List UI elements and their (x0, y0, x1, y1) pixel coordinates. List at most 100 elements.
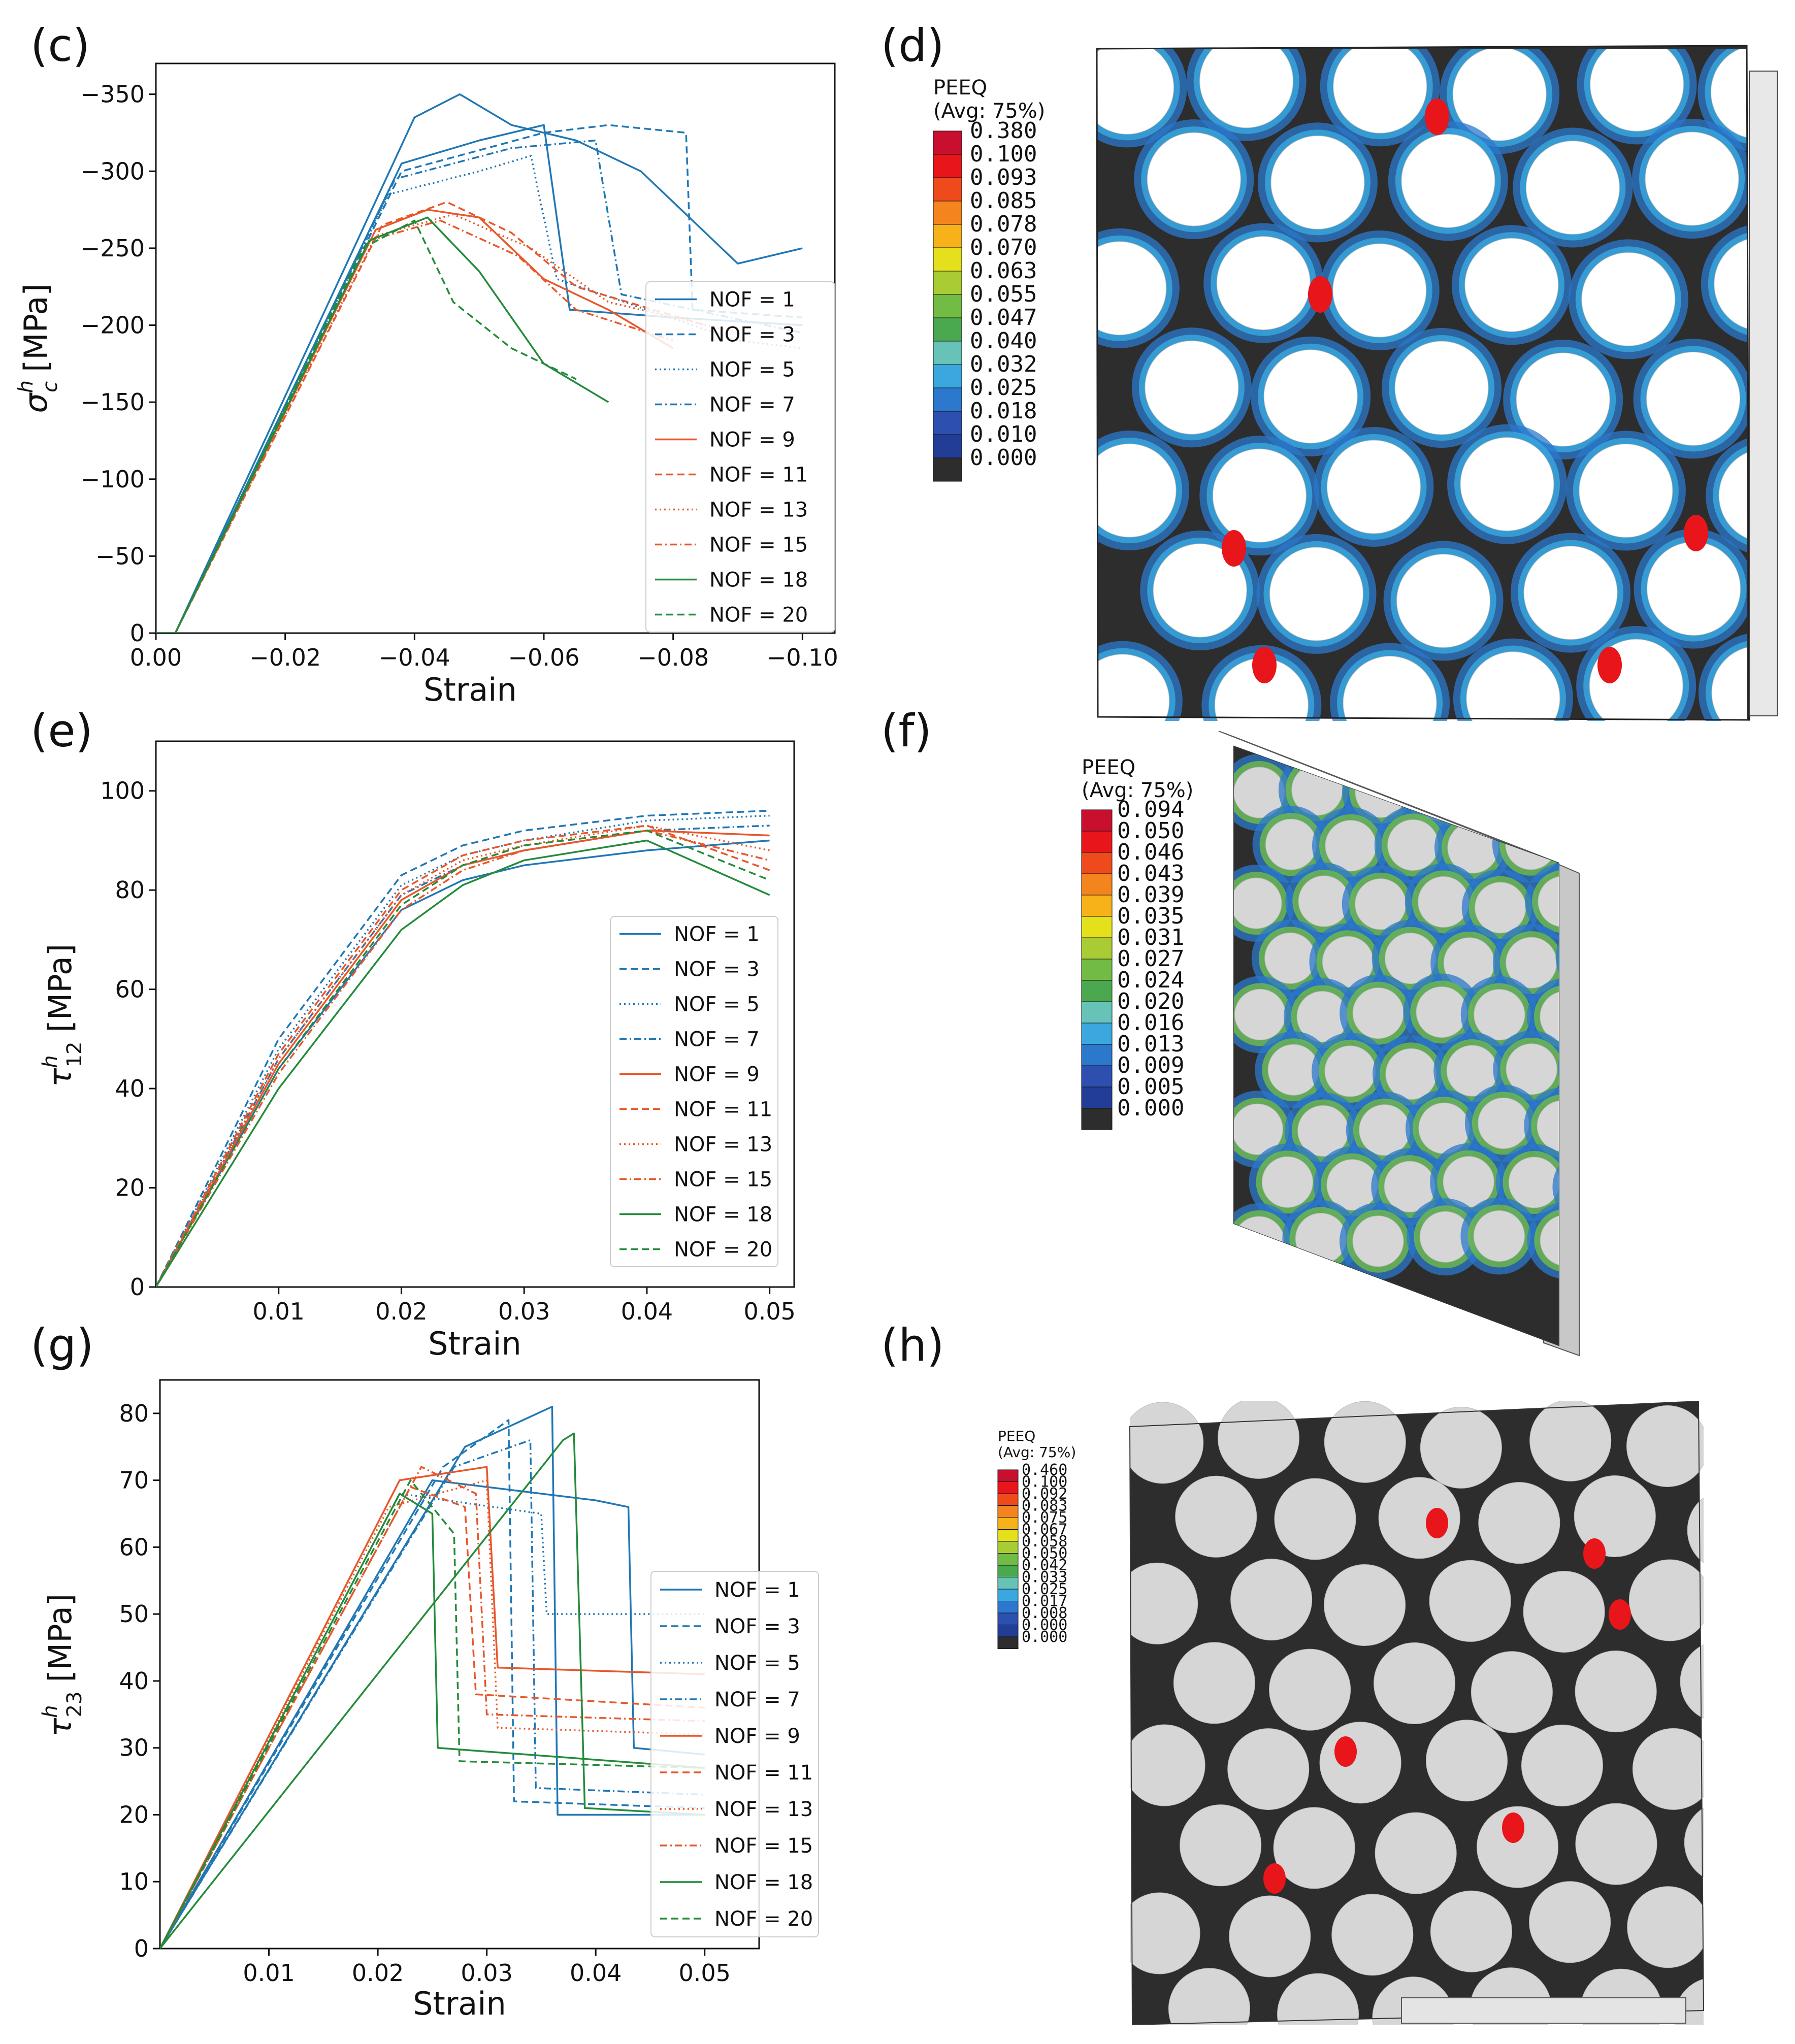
ytick-label: 0 (130, 1273, 145, 1301)
colorbar-swatch (1081, 916, 1113, 938)
legend-label: NOF = 20 (674, 1238, 772, 1262)
fiber (1628, 1559, 1704, 1641)
fiber (1401, 134, 1495, 228)
legend-label: NOF = 13 (709, 499, 808, 522)
fiber (1227, 1728, 1310, 1810)
series-group-g (160, 1405, 705, 1949)
legend-label: NOF = 5 (709, 358, 795, 382)
ytick-label: 20 (115, 1174, 145, 1202)
fiber (1264, 932, 1316, 984)
colorbar-f: 0.0940.0500.0460.0430.0390.0350.0310.027… (1081, 797, 1184, 1130)
fiber (1506, 1043, 1557, 1095)
svg-text:σhc[MPa]: σhc [MPa] (14, 283, 62, 413)
colorbar-swatch (997, 1517, 1019, 1530)
xtick-label: 0.03 (461, 1959, 512, 1987)
xtick-label: 0.02 (352, 1959, 404, 1987)
fiber (1234, 877, 1282, 929)
legend-label: NOF = 3 (714, 1615, 800, 1638)
colorbar-swatch (933, 457, 962, 482)
ytick-label: −100 (81, 466, 145, 493)
fiber (1173, 1642, 1255, 1724)
panel-d: (d) PEEQ (Avg: 75%) 0.3800.1000.0930.085… (881, 19, 1795, 721)
colorbar-swatch (997, 1541, 1019, 1554)
colorbar-value: 0.047 (970, 305, 1037, 331)
colorbar-value: 0.043 (1117, 861, 1184, 886)
colorbar-swatch (997, 1577, 1019, 1590)
ylabel-e: τh12 [MPa] (39, 944, 86, 1087)
fiber (1590, 49, 1684, 131)
colorbar-value: 0.024 (1117, 967, 1184, 993)
peak-strain-spot (1597, 647, 1622, 683)
fiber (1626, 1405, 1704, 1487)
panel-h: (h) PEEQ (Avg: 75%) 0.4600.1000.0920.083… (881, 1319, 1705, 2026)
colorbar-swatch (933, 411, 962, 435)
series-line (160, 1493, 705, 1949)
colorbar-value: 0.046 (1117, 839, 1184, 865)
series-line (160, 1493, 705, 1949)
legend-label: NOF = 20 (714, 1907, 813, 1931)
contour-plot-d (1096, 45, 1795, 721)
series-line (156, 139, 803, 633)
fiber (1217, 1401, 1299, 1479)
xtick-label: 0.04 (621, 1298, 673, 1325)
fiber (1429, 1560, 1511, 1642)
ylabel-g: τh23 [MPa] (39, 1594, 86, 1737)
colorbar-swatch (1081, 809, 1113, 832)
legend-label: NOF = 18 (709, 569, 808, 592)
ylabel-sub-c: c (39, 381, 62, 392)
series-line (160, 1432, 705, 1949)
fiber (1784, 540, 1795, 633)
fiber (1199, 49, 1294, 128)
ylabel-unit-e: [MPa] (42, 944, 79, 1032)
ytick-label: −250 (81, 235, 145, 262)
peak-strain-spot (1684, 515, 1708, 551)
legend-g: NOF = 1 NOF = 3 NOF = 5 NOF = 7 NOF = 9 NOF =… (650, 1571, 819, 1937)
colorbar-swatch (1081, 895, 1113, 917)
ytick-label: −300 (81, 157, 145, 185)
colorbar-swatch (1081, 959, 1113, 981)
fiber (1575, 1651, 1657, 1733)
colorbar-value: 0.000 (1022, 1628, 1067, 1646)
fiber (1646, 351, 1741, 446)
peak-strain-spot (1609, 1599, 1631, 1630)
colorbar-value: 0.032 (970, 351, 1037, 377)
legend-label: NOF = 1 (674, 923, 760, 946)
colorbar-value: 0.020 (1117, 988, 1184, 1014)
panel-label-h: (h) (881, 1319, 944, 1371)
xtick-label: −0.04 (379, 644, 450, 671)
colorbar-value: 0.017 (1022, 1593, 1067, 1610)
fiber (1324, 1045, 1376, 1097)
ytick-label: 60 (119, 1533, 149, 1561)
fiber (1460, 437, 1554, 532)
ytick-label: 0 (134, 1935, 149, 1962)
fiber (1466, 651, 1560, 721)
colorbar-value: 0.058 (1022, 1533, 1067, 1551)
fiber (1478, 1097, 1529, 1149)
fiber (1230, 1559, 1313, 1641)
ytick-label: −150 (81, 388, 145, 416)
ytick-label: −200 (81, 312, 145, 339)
xtick-label: 0.01 (243, 1959, 295, 1987)
ylabel-symbol-e: τ (42, 1068, 79, 1087)
ytick-label: 30 (119, 1734, 149, 1762)
tick-group-g: 0.01 0.02 0.03 0.04 0.05 0 10 20 30 40 50 60 70 80 (119, 1400, 730, 1987)
series-line (156, 201, 706, 633)
colorbar-value: 0.000 (1117, 1095, 1184, 1121)
colorbar-swatch (933, 247, 962, 272)
xtick-label: 0.01 (253, 1298, 305, 1325)
fiber (1265, 818, 1317, 870)
fiber (1267, 1044, 1319, 1096)
colorbar-swatch (997, 1493, 1019, 1506)
series-line (160, 1419, 705, 1949)
fiber (1277, 1973, 1359, 2025)
colorbar-subtitle-h: (Avg: 75%) (998, 1444, 1076, 1461)
fiber (1359, 1104, 1411, 1156)
xtick-label: −0.06 (508, 644, 580, 671)
colorbar-swatch (1081, 1023, 1113, 1045)
colorbar-value: 0.025 (1022, 1580, 1067, 1598)
fiber (1331, 1894, 1414, 1976)
panel-label-e: (e) (30, 705, 93, 757)
ylabel-symbol-g: τ (42, 1718, 79, 1737)
colorbar-swatch (1081, 937, 1113, 960)
ylabel-c: σhc [MPa] (14, 283, 62, 413)
